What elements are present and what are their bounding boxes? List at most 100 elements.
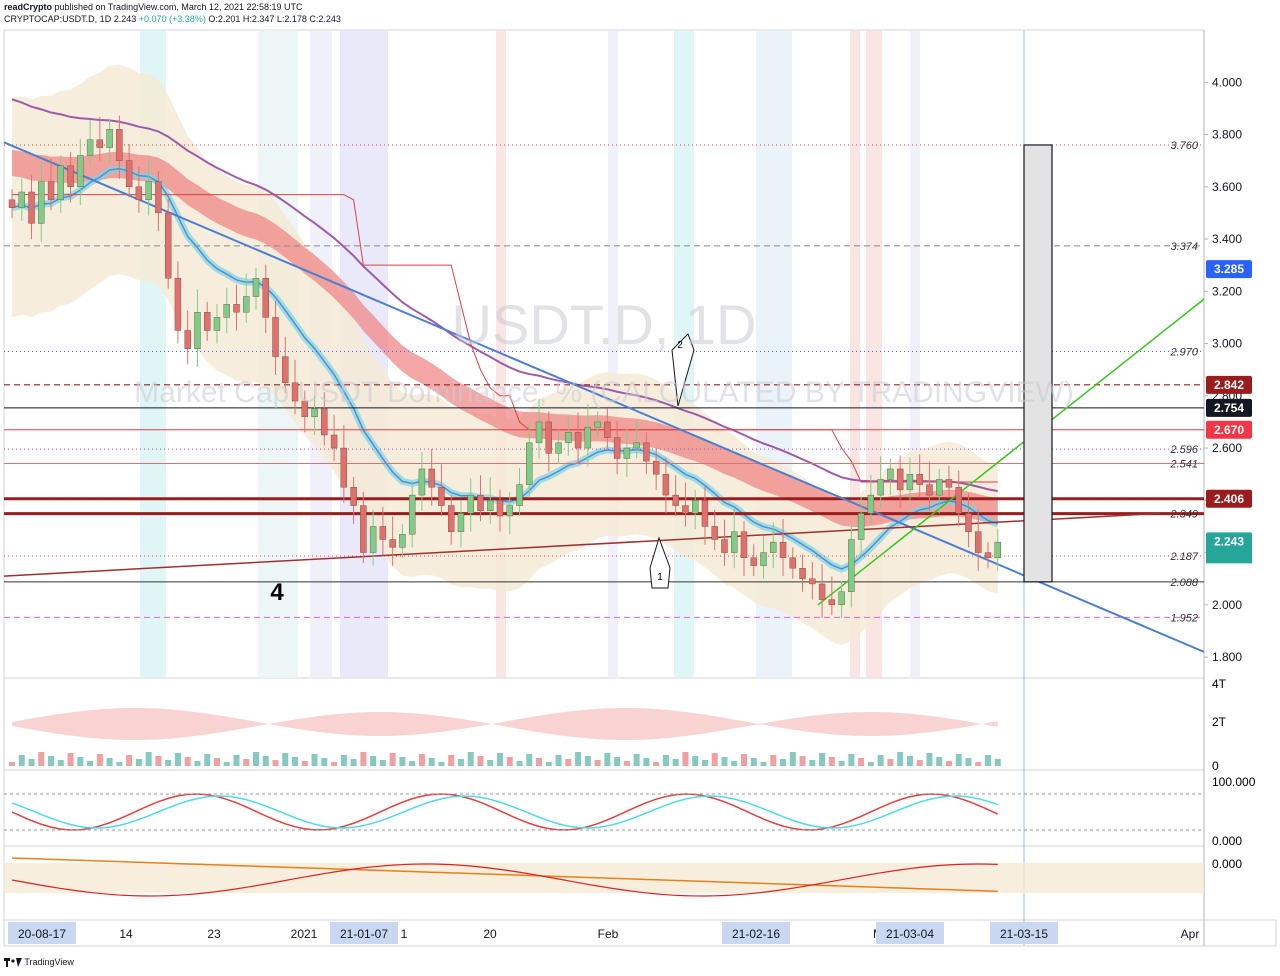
candle-body [369,526,377,553]
candle-body [565,432,572,444]
volume-bar [623,761,630,766]
price-tick-label: 1.800 [1212,650,1242,664]
time-tick-label: 20 [483,927,497,941]
volume-bar [145,752,152,766]
volume-bar [955,754,962,766]
price-tick-label: 3.400 [1212,232,1242,246]
price-tick-label: 3.800 [1212,128,1242,142]
volume-cloud [12,708,998,740]
candle-body [155,181,162,214]
volume-bar [994,759,1001,766]
candle-body [994,541,1001,559]
candle-body [57,165,64,201]
publish-info: published on TradingView.com, March 12, … [52,2,303,12]
volume-bar [194,761,201,766]
volume-bar [653,762,660,766]
candle-body [262,278,269,318]
candle-body [828,599,836,606]
time-tick-label: 21-01-07 [340,927,388,941]
price-change: +0.070 (+3.38%) [138,14,206,24]
candle-body [418,468,426,496]
candle-body [330,434,338,449]
candle-body [594,421,601,428]
wave-label-1: 1 [657,572,663,583]
candle-body [770,541,777,553]
candle-body [467,494,474,514]
price-tag [1206,532,1252,551]
candle-body [516,484,523,506]
price-tag-label: 2.754 [1214,401,1244,415]
volume-bar [799,756,806,766]
candle-body [8,199,16,208]
candle-body [106,129,113,148]
candle-body [243,296,250,313]
volume-bar [428,758,435,766]
oscillator-pane[interactable] [3,769,1205,847]
volume-bar [418,754,425,766]
wave-label-2: 2 [677,340,683,351]
volume-bar [741,754,747,766]
volume-tick-label: 0 [1212,759,1219,773]
candle-body [408,494,416,535]
candle-body [623,447,631,459]
price-tick-label: 3.000 [1212,337,1242,351]
green-channel-line [817,298,1205,606]
candle-body [311,408,318,417]
candle-body [47,181,55,201]
volume-bar [682,752,689,766]
volume-bar [497,753,503,766]
ohlc-values: O:2.201 H:2.347 L:2.178 C:2.243 [208,14,341,24]
symbol-name[interactable]: CRYPTOCAP:USDT.D, 1D [4,14,112,24]
candle-body [701,500,709,527]
candle-body [555,442,562,454]
volume-bar [487,760,494,766]
wave-callout-2 [671,333,695,407]
candle-body [477,494,484,511]
volume-bar [457,759,464,766]
volume-bar [828,757,835,766]
volume-bar [750,758,757,766]
time-axis[interactable] [3,919,1277,947]
volume-bar [204,754,211,766]
volume-bar [331,762,338,766]
time-tick-highlight [990,922,1058,944]
candle-body [936,479,943,496]
annotation-layer: 2 1 4 3.760 3.374 2.970 2.596 2.541 2.349 2.187 2.… [270,140,1199,624]
fast-ma-line [11,167,998,570]
volume-bar [662,755,669,766]
candle-body [526,442,533,485]
oscillator-signal-line [11,795,998,829]
footer-brand[interactable]: TradingView [24,957,74,967]
volume-bar [867,762,874,766]
volume-bar [448,755,455,766]
publisher-name[interactable]: readCrypto [4,2,53,12]
time-tick-label: 21-02-16 [732,927,780,941]
time-tick-highlight [876,922,944,944]
volume-bar [262,756,269,766]
volume-bar [721,757,728,766]
volume-bar [575,752,582,766]
candle-body [291,382,299,402]
level-label: 3.760 [1170,140,1198,152]
candle-body [203,311,211,331]
candle-body [975,531,982,553]
volume-bar [731,761,738,766]
highlight-band [850,30,860,678]
volume-bar [370,756,377,766]
volume-bar [672,759,679,766]
volume-bar [135,759,142,766]
candle-body [18,191,25,208]
candle-body [818,583,826,600]
candle-body [799,568,806,579]
highlight-band [910,30,920,678]
volume-bar [126,755,133,766]
volume-bar [282,753,289,766]
level-label: 2.088 [1169,577,1198,589]
candle-body [448,505,455,532]
price-tick-label: 3.600 [1212,180,1242,194]
candle-body [584,426,592,449]
price-tag [1206,420,1252,439]
volume-bar [633,754,640,766]
candle-body [574,432,582,449]
